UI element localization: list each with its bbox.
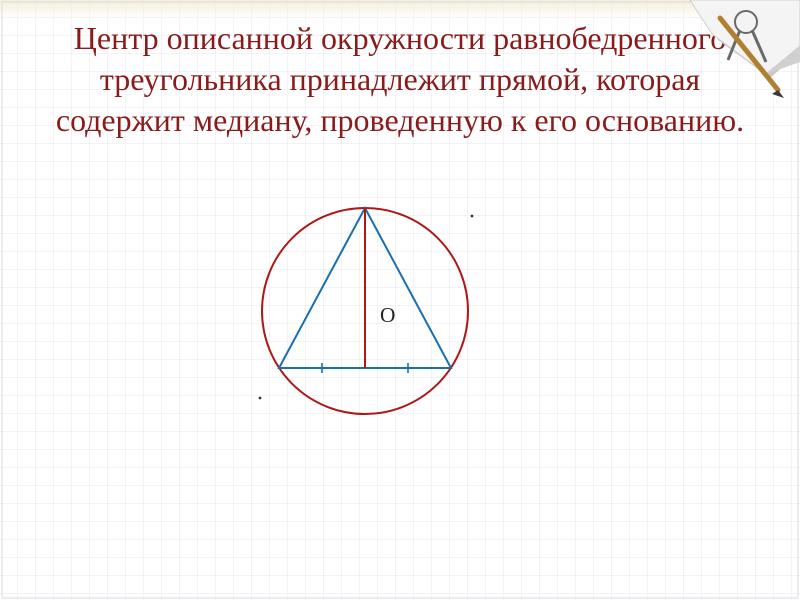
circumscribed-circle-diagram: O (0, 141, 800, 521)
center-label-O: O (380, 303, 395, 328)
corner-decor (620, 0, 800, 110)
